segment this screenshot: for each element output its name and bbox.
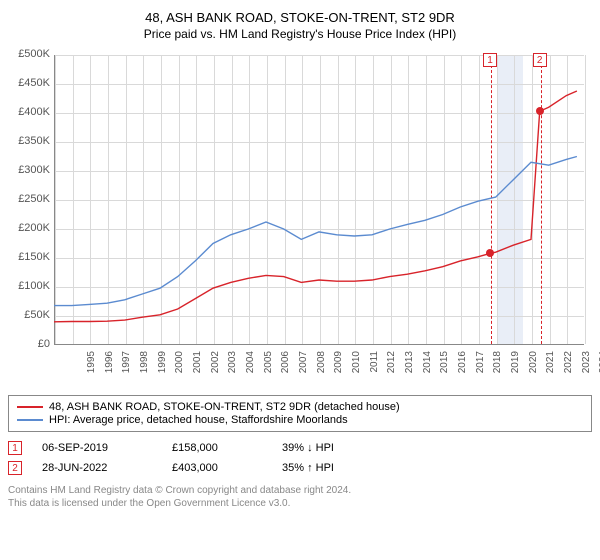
sale-price: £158,000 [172,442,262,454]
sale-date: 06-SEP-2019 [42,442,152,454]
sale-delta: 39% ↓ HPI [282,442,334,454]
series-line [54,91,577,322]
sale-row: 2 28-JUN-2022 £403,000 35% ↑ HPI [8,458,592,478]
sale-delta: 35% ↑ HPI [282,462,334,474]
sale-price: £403,000 [172,462,262,474]
price-chart: £0£50K£100K£150K£200K£250K£300K£350K£400… [8,49,592,389]
footer-line: Contains HM Land Registry data © Crown c… [8,484,592,497]
sale-row: 1 06-SEP-2019 £158,000 39% ↓ HPI [8,438,592,458]
series-line [54,157,577,306]
chart-legend: 48, ASH BANK ROAD, STOKE-ON-TRENT, ST2 9… [8,395,592,432]
legend-item: HPI: Average price, detached house, Staf… [17,414,583,426]
sale-marker-label: 2 [533,53,547,67]
sale-number: 2 [8,461,22,475]
sale-marker-point [536,107,544,115]
sales-table: 1 06-SEP-2019 £158,000 39% ↓ HPI 2 28-JUN-202… [8,438,592,478]
page-title: 48, ASH BANK ROAD, STOKE-ON-TRENT, ST2 9… [8,10,592,25]
sale-marker-point [486,249,494,257]
legend-label: HPI: Average price, detached house, Staf… [49,414,348,426]
legend-swatch [17,419,43,421]
footer-line: This data is licensed under the Open Gov… [8,497,592,510]
legend-label: 48, ASH BANK ROAD, STOKE-ON-TRENT, ST2 9… [49,401,400,413]
attribution-footer: Contains HM Land Registry data © Crown c… [8,484,592,510]
legend-swatch [17,406,43,408]
legend-item: 48, ASH BANK ROAD, STOKE-ON-TRENT, ST2 9… [17,401,583,413]
sale-date: 28-JUN-2022 [42,462,152,474]
page-subtitle: Price paid vs. HM Land Registry's House … [8,27,592,41]
chart-lines [8,49,592,389]
sale-marker-label: 1 [483,53,497,67]
sale-number: 1 [8,441,22,455]
